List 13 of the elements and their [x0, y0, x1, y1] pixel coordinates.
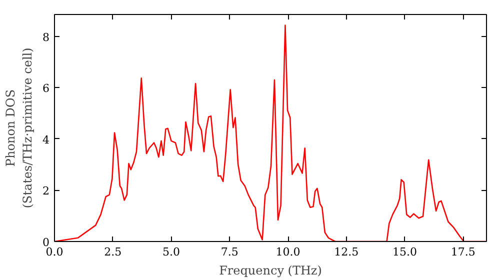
y-axis-title: Phonon DOS (States/THz·primitive cell): [4, 48, 34, 208]
y-tick-label: 6: [42, 82, 50, 96]
x-tick-label: 17.5: [450, 246, 476, 258]
y-tick-label: 2: [42, 184, 50, 198]
x-tick-label: 7.5: [220, 246, 238, 258]
x-tick-label: 5.0: [162, 246, 180, 258]
x-axis-title: Frequency (THz): [219, 264, 322, 278]
x-tick-label: 12.5: [334, 246, 359, 258]
y-tick-label: 8: [42, 30, 50, 44]
x-tick-label: 10.0: [276, 246, 300, 258]
y-tick-label: 4: [42, 133, 50, 146]
x-tick-label: 2.5: [104, 246, 122, 258]
x-tick-label: 15.0: [392, 246, 418, 258]
